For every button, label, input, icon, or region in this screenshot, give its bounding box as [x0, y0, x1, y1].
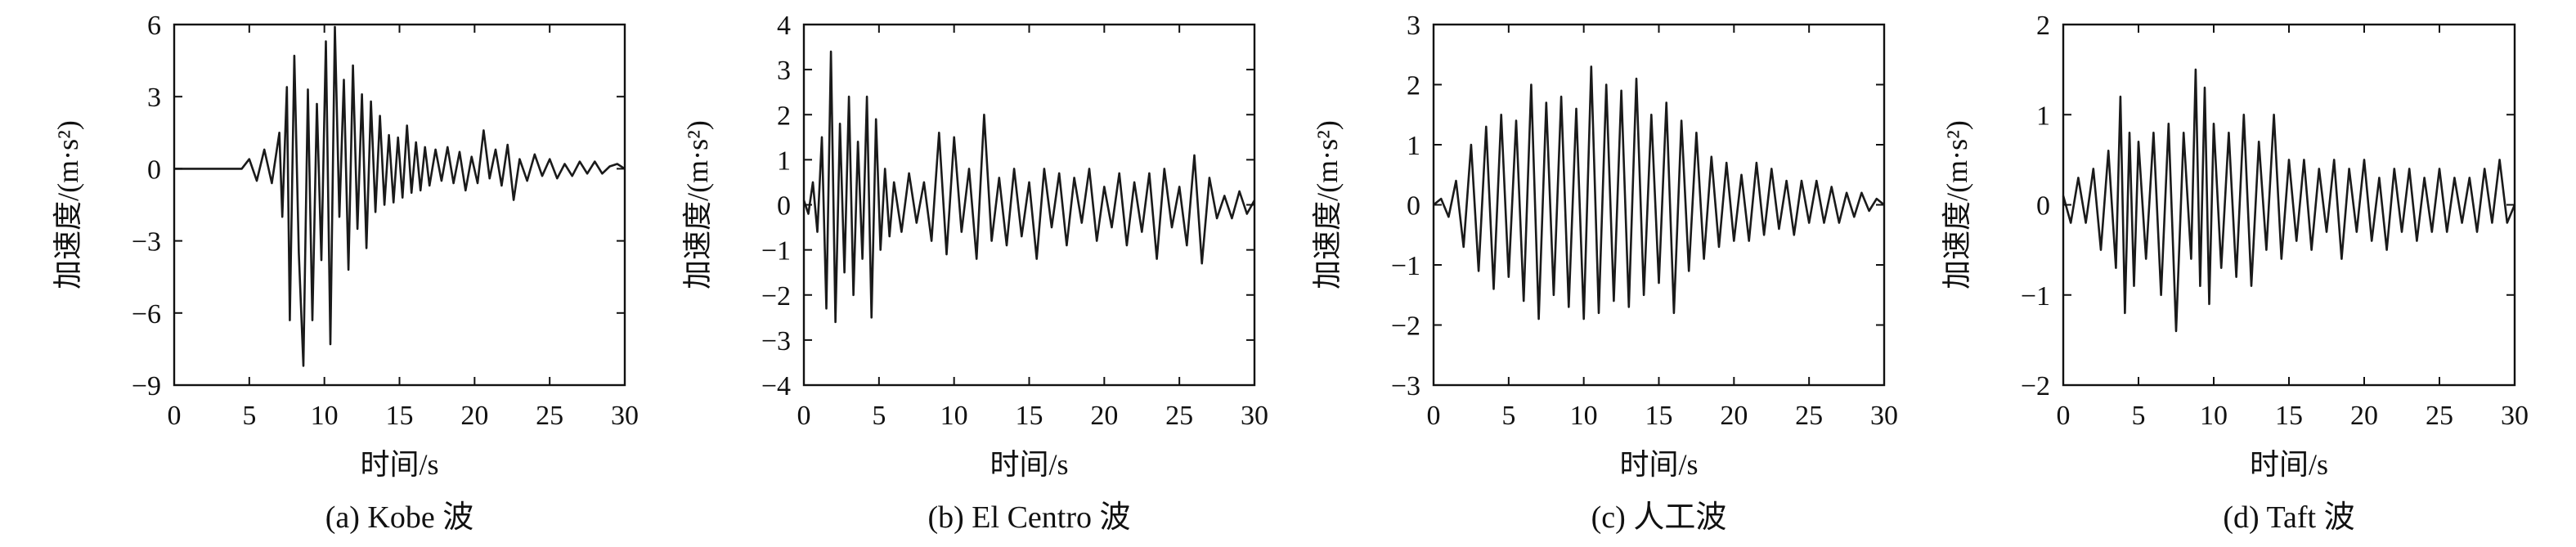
x-tick-label-3-5: 5	[2132, 401, 2146, 431]
x-tick-label-2-0: 0	[1427, 401, 1441, 431]
x-tick-label-2-25: 25	[1795, 401, 1823, 431]
y-tick-label-2--3: −3	[1391, 371, 1420, 401]
plot-frame-1	[802, 23, 1256, 387]
x-tick-label-1-10: 10	[940, 401, 968, 431]
x-axis-label-3: 时间/s	[2250, 448, 2328, 481]
x-tick-label-1-25: 25	[1165, 401, 1193, 431]
y-tick-label-2--1: −1	[1391, 251, 1420, 281]
x-tick-label-3-30: 30	[2501, 401, 2529, 431]
x-tick-label-2-5: 5	[1501, 401, 1515, 431]
x-tick-label-0-25: 25	[536, 401, 563, 431]
y-tick-label-2-1: 1	[1407, 131, 1420, 161]
plot-frame-0	[173, 23, 626, 387]
series-line-1	[802, 50, 1256, 324]
y-tick-label-1--4: −4	[761, 371, 791, 401]
y-tick-label-3-2: 2	[2036, 11, 2050, 41]
y-axis-label-0: 加速度/(m·s²)	[52, 120, 84, 289]
y-tick-label-1-3: 3	[777, 56, 791, 86]
series-line-0	[174, 25, 626, 367]
y-axis-label-3: 加速度/(m·s²)	[1941, 120, 1973, 289]
y-tick-label-1-0: 0	[777, 191, 791, 222]
x-tick-label-0-20: 20	[460, 401, 488, 431]
x-axis-label-0: 时间/s	[360, 448, 438, 481]
x-tick-label-3-10: 10	[2200, 401, 2228, 431]
x-tick-label-3-0: 0	[2057, 401, 2071, 431]
x-tick-label-3-15: 15	[2275, 401, 2303, 431]
x-tick-label-1-30: 30	[1241, 401, 1268, 431]
panel-caption-0: (a) Kobe 波	[325, 500, 473, 535]
y-tick-label-1--1: −1	[761, 236, 791, 267]
x-tick-label-1-5: 5	[872, 401, 886, 431]
series-line-3	[2062, 68, 2516, 333]
y-tick-label-2-3: 3	[1407, 11, 1420, 41]
y-tick-label-3--2: −2	[2021, 371, 2050, 401]
y-tick-label-2-2: 2	[1407, 71, 1420, 101]
x-tick-label-3-25: 25	[2426, 401, 2453, 431]
y-tick-label-1-2: 2	[777, 101, 791, 131]
x-tick-label-1-15: 15	[1016, 401, 1043, 431]
x-tick-label-0-5: 5	[242, 401, 256, 431]
y-tick-label-2-0: 0	[1407, 191, 1420, 222]
y-tick-label-3-0: 0	[2036, 191, 2050, 222]
x-tick-label-0-15: 15	[386, 401, 414, 431]
y-tick-label-0-3: 3	[147, 83, 161, 113]
y-tick-label-0--3: −3	[132, 227, 161, 258]
y-tick-label-2--2: −2	[1391, 312, 1420, 342]
x-tick-label-2-20: 20	[1720, 401, 1748, 431]
plot-frame-2	[1432, 23, 1886, 387]
x-axis-label-2: 时间/s	[1619, 448, 1698, 481]
y-tick-label-1--2: −2	[761, 281, 791, 312]
y-tick-label-1--3: −3	[761, 326, 791, 356]
x-tick-label-0-0: 0	[168, 401, 182, 431]
x-tick-label-2-10: 10	[1570, 401, 1598, 431]
series-line-2	[1433, 65, 1885, 321]
x-tick-label-2-30: 30	[1870, 401, 1898, 431]
panel-caption-2: (c) 人工波	[1591, 500, 1727, 535]
panel-caption-3: (d) Taft 波	[2223, 500, 2354, 535]
y-axis-label-2: 加速度/(m·s²)	[1311, 120, 1344, 289]
y-axis-label-1: 加速度/(m·s²)	[681, 120, 714, 289]
y-tick-label-1-4: 4	[777, 11, 791, 41]
y-tick-label-0-0: 0	[147, 155, 161, 185]
x-tick-label-1-0: 0	[797, 401, 811, 431]
y-tick-label-0-6: 6	[147, 11, 161, 41]
x-tick-label-3-20: 20	[2350, 401, 2378, 431]
x-tick-label-2-15: 15	[1645, 401, 1673, 431]
x-tick-label-0-10: 10	[311, 401, 339, 431]
x-axis-label-1: 时间/s	[990, 448, 1068, 481]
y-tick-label-3--1: −1	[2021, 281, 2050, 312]
x-tick-label-0-30: 30	[611, 401, 639, 431]
panel-caption-1: (b) El Centro 波	[927, 500, 1130, 535]
x-tick-label-1-20: 20	[1090, 401, 1118, 431]
y-tick-label-3-1: 1	[2036, 101, 2050, 131]
y-tick-label-0--9: −9	[132, 371, 161, 401]
y-tick-label-0--6: −6	[132, 299, 161, 330]
y-tick-label-1-1: 1	[777, 146, 791, 176]
